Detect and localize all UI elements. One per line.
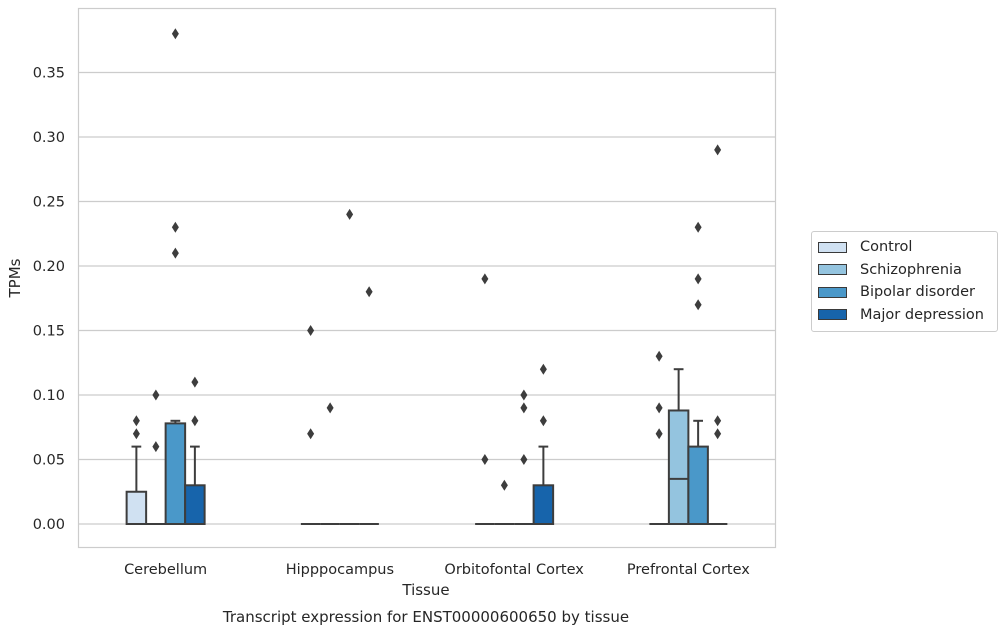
box-body bbox=[687, 445, 709, 526]
outlier-point bbox=[655, 402, 663, 414]
outlier-point bbox=[694, 299, 702, 311]
legend-label: Bipolar disorder bbox=[860, 284, 975, 301]
x-tick-label: Prefrontal Cortex bbox=[627, 562, 750, 578]
box-body bbox=[667, 409, 690, 526]
boxes bbox=[125, 368, 728, 526]
legend-item-schizophrenia: Schizophrenia bbox=[818, 259, 989, 282]
box-body bbox=[532, 484, 555, 525]
outlier-point bbox=[171, 221, 179, 233]
outlier-point bbox=[307, 428, 315, 440]
outlier-point bbox=[694, 273, 702, 285]
outlier-point bbox=[714, 428, 722, 440]
outlier-point bbox=[714, 144, 722, 156]
outlier-point bbox=[539, 415, 547, 427]
outlier-point bbox=[171, 28, 179, 40]
outlier-point bbox=[655, 350, 663, 362]
x-tick-label: Hipppocampus bbox=[286, 562, 394, 578]
outlier-point bbox=[171, 247, 179, 259]
chart-caption: Transcript expression for ENST0000060065… bbox=[222, 608, 629, 626]
legend-label: Control bbox=[860, 239, 913, 256]
outlier-point bbox=[152, 441, 160, 453]
y-tick-label: 0.35 bbox=[33, 66, 65, 82]
legend-swatch-major-depression bbox=[818, 309, 847, 321]
y-tick-label: 0.05 bbox=[33, 453, 65, 469]
y-tick-label: 0.10 bbox=[33, 388, 65, 404]
y-tick-label: 0.25 bbox=[33, 195, 65, 211]
y-axis-label: TPMs bbox=[6, 258, 24, 298]
box-major-depression bbox=[184, 445, 206, 525]
outlier-point bbox=[520, 402, 528, 414]
legend-label: Major depression bbox=[860, 306, 984, 323]
outlier-point bbox=[152, 389, 160, 401]
box-bipolar-disorder bbox=[164, 419, 187, 526]
outlier-point bbox=[191, 376, 199, 388]
outlier-point bbox=[132, 415, 140, 427]
outlier-point bbox=[655, 428, 663, 440]
outliers bbox=[132, 28, 722, 491]
x-axis-ticks: Cerebellum Hipppocampus Orbitofontal Corte… bbox=[124, 562, 750, 578]
outlier-point bbox=[694, 221, 702, 233]
legend-label: Schizophrenia bbox=[860, 261, 962, 278]
legend-swatch-bipolar-disorder bbox=[818, 286, 847, 298]
x-tick-label: Orbitofontal Cortex bbox=[444, 562, 584, 578]
outlier-point bbox=[191, 415, 199, 427]
box-major-depression bbox=[532, 445, 555, 525]
legend-item-major-depression: Major depression bbox=[818, 304, 989, 327]
legend-item-control: Control bbox=[818, 236, 989, 259]
box-control bbox=[125, 445, 148, 525]
outlier-point bbox=[365, 286, 373, 298]
box-body bbox=[164, 422, 187, 526]
box-bipolar-disorder bbox=[687, 419, 709, 526]
outlier-point bbox=[346, 208, 354, 220]
outlier-point bbox=[326, 402, 334, 414]
legend-swatch-control bbox=[818, 241, 847, 253]
legend-item-bipolar-disorder: Bipolar disorder bbox=[818, 281, 989, 304]
box-body bbox=[184, 484, 206, 525]
legend-swatch-schizophrenia bbox=[818, 264, 847, 276]
legend: Control Schizophrenia Bipolar disorder M… bbox=[811, 231, 998, 332]
outlier-point bbox=[132, 428, 140, 440]
y-axis-ticks: 0.00 0.05 0.10 0.15 0.20 0.25 0.30 0.35 bbox=[33, 66, 65, 534]
y-tick-label: 0.00 bbox=[33, 517, 65, 533]
y-tick-label: 0.15 bbox=[33, 324, 65, 340]
x-axis-label: Tissue bbox=[401, 581, 449, 599]
outlier-point bbox=[520, 389, 528, 401]
outlier-point bbox=[714, 415, 722, 427]
outlier-point bbox=[539, 363, 547, 375]
outlier-point bbox=[481, 454, 489, 465]
box-body bbox=[125, 490, 148, 525]
x-tick-label: Cerebellum bbox=[124, 562, 207, 578]
outlier-point bbox=[520, 454, 528, 465]
outlier-point bbox=[481, 273, 489, 285]
y-tick-label: 0.20 bbox=[33, 259, 65, 275]
y-tick-label: 0.30 bbox=[33, 130, 65, 146]
outlier-point bbox=[307, 325, 315, 336]
outlier-point bbox=[500, 479, 508, 491]
